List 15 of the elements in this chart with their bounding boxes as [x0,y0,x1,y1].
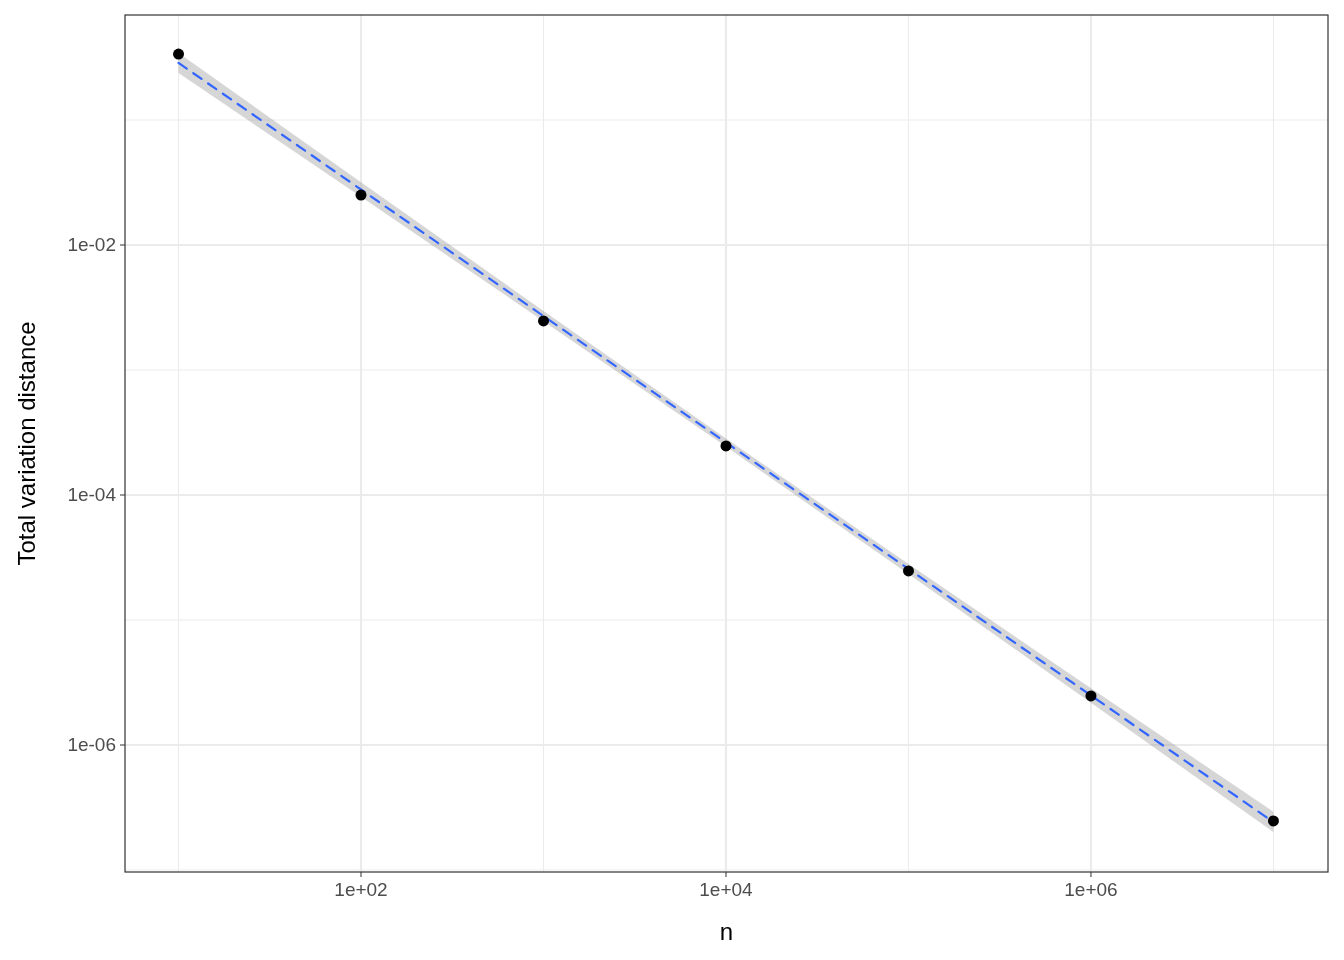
point [1267,815,1279,827]
x-tick-label: 1e+04 [699,879,754,900]
point [1085,690,1097,702]
point [720,440,732,452]
point [173,48,185,60]
y-axis-title: Total variation distance [13,321,40,566]
y-tick-label: 1e-06 [67,734,116,756]
point [538,315,549,327]
point [902,565,914,577]
x-tick-label: 1e+06 [1064,879,1118,900]
y-tick-label: 1e-04 [67,484,117,506]
point [355,189,367,201]
x-tick-label: 1e+02 [334,879,388,900]
x-axis-title: n [719,918,734,945]
y-tick-label: 1e-02 [67,234,116,256]
